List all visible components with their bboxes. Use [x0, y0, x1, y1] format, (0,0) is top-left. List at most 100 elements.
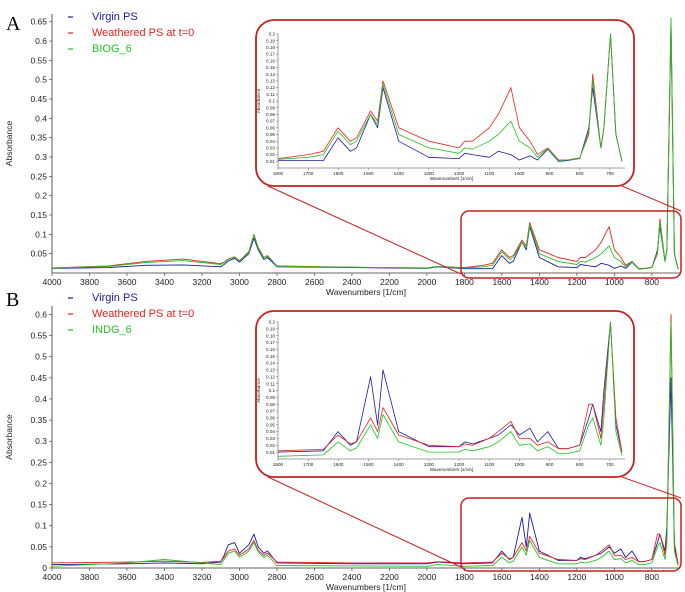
series-line-2 [51, 17, 679, 270]
y-tick-label: 0.3 [35, 152, 47, 162]
legend-entry: Virgin PS [92, 11, 138, 23]
panel-A: A 4000 3800 3600 3400 3200 3000 2800 2600 2400 220… [4, 11, 682, 297]
y-tick-label: 0.55 [30, 55, 47, 65]
inset-x-tick-label: 1400 [394, 462, 405, 467]
y-tick-label: 0.15 [30, 500, 47, 510]
inset-y-tick-label: 0.11 [266, 92, 275, 97]
inset-y-tick-label: 0.11 [266, 381, 275, 386]
inset-x-tick-label: 1100 [484, 462, 494, 467]
inset-x-axis-label: Wavenumbers [1/cm] [430, 467, 473, 472]
inset-y-tick-label: 0.14 [266, 72, 275, 77]
y-tick-label: 0.1 [35, 521, 47, 531]
inset-y-tick-label: 0.14 [266, 361, 275, 366]
inset-y-tick-label: 0.17 [266, 52, 275, 57]
x-tick-label: 3000 [230, 572, 249, 582]
y-tick-label: 0.3 [35, 436, 47, 446]
inset-y-tick-label: 0.12 [266, 374, 275, 379]
y-tick-label: 0.2 [35, 191, 47, 201]
inset-x-tick-label: 1200 [454, 171, 465, 176]
inset-x-tick-label: 1500 [363, 462, 374, 467]
inset-y-tick-label: 0.16 [266, 347, 275, 352]
inset-x-tick-label: 1700 [303, 171, 314, 176]
y-tick-label: 0.05 [30, 542, 47, 552]
x-tick-label: 1600 [492, 572, 511, 582]
inset-y-tick-label: 0.07 [266, 409, 275, 414]
inset-y-tick-label: 0.2 [269, 320, 276, 325]
inset-y-tick-label: 0.19 [266, 326, 275, 331]
x-tick-label: 2400 [342, 277, 361, 287]
x-tick-label: 3800 [80, 277, 99, 287]
inset-y-tick-label: 0.01 [266, 159, 275, 164]
inset-y-tick-label: 0.12 [266, 85, 275, 90]
inset-x-tick-label: 1200 [454, 462, 465, 467]
y-tick-label: 0.25 [30, 171, 47, 181]
series-line-2 [51, 322, 679, 567]
inset-series-line-0 [278, 33, 623, 162]
y-tick-label: 0.45 [30, 94, 47, 104]
y-tick-label: 0.15 [30, 210, 47, 220]
x-tick-label: 3200 [193, 572, 212, 582]
panel-B: B 4000 3800 3600 3400 3200 3000 2800 2600 2400 220… [4, 289, 682, 592]
x-tick-label: 1200 [567, 572, 586, 582]
inset-y-tick-label: 0.09 [266, 105, 275, 110]
y-tick-label: 0.5 [35, 75, 47, 85]
inset-x-tick-label: 1600 [333, 171, 344, 176]
legend-entry: Weathered PS at t=0 [92, 308, 194, 320]
zoom-connector-line [267, 476, 462, 568]
y-tick-label: 0.45 [30, 373, 47, 383]
inset-x-tick-label: 800 [576, 171, 584, 176]
x-tick-label: 3400 [155, 277, 174, 287]
x-tick-label: 4000 [43, 572, 62, 582]
x-tick-label: 1200 [567, 277, 586, 287]
inset-y-tick-label: 0.2 [269, 32, 276, 37]
inset-box [255, 310, 635, 478]
inset-y-tick-label: 0.1 [269, 388, 276, 393]
inset-x-tick-label: 800 [576, 462, 584, 467]
inset-series-line-2 [277, 33, 623, 162]
inset-y-tick-label: 0.06 [266, 416, 275, 421]
inset-y-tick-label: 0.05 [266, 422, 275, 427]
inset-x-tick-label: 900 [546, 171, 554, 176]
inset-series-line-2 [277, 321, 623, 457]
inset-y-tick-label: 0.04 [266, 139, 275, 144]
x-axis-label: Wavenumbers [1/cm] [326, 582, 406, 592]
inset-x-tick-label: 1600 [333, 462, 344, 467]
x-tick-label: 4000 [43, 277, 62, 287]
zoom-region-box [460, 497, 682, 572]
y-tick-label: 0.2 [35, 478, 47, 488]
x-tick-label: 2200 [380, 572, 399, 582]
inset-x-tick-label: 1800 [273, 171, 284, 176]
legend-entry: Virgin PS [92, 292, 138, 304]
y-axis-label: Absorbance [4, 414, 14, 460]
inset-box [255, 19, 635, 187]
inset-y-tick-label: 0.03 [266, 146, 275, 151]
x-tick-label: 2200 [380, 277, 399, 287]
y-tick-label: 0.65 [30, 17, 47, 27]
x-tick-label: 2400 [342, 572, 361, 582]
legend-entry: BIOG_6 [92, 43, 132, 55]
x-tick-label: 2600 [305, 277, 324, 287]
inset-y-tick-label: 0.18 [266, 333, 275, 338]
y-tick-label: 0.6 [35, 36, 47, 46]
inset-y-tick-label: 0.02 [266, 443, 275, 448]
inset-y-tick-label: 0.08 [266, 402, 275, 407]
y-tick-label: 0.35 [30, 415, 47, 425]
x-tick-label: 3200 [193, 277, 212, 287]
panel-label: A [6, 13, 21, 35]
inset-series-line-1 [277, 33, 623, 162]
panel-label: B [6, 289, 19, 311]
inset-y-tick-label: 0.09 [266, 395, 275, 400]
x-tick-label: 3600 [118, 277, 137, 287]
inset-x-axis-label: Wavenumbers [1/cm] [430, 176, 473, 181]
y-tick-label: 0.05 [30, 249, 47, 259]
y-tick-label: 0.1 [35, 229, 47, 239]
y-tick-label: 0.4 [35, 113, 47, 123]
zoom-connector-line [621, 185, 682, 212]
inset-x-tick-label: 1000 [514, 171, 525, 176]
inset-y-tick-label: 0.13 [266, 79, 275, 84]
inset-x-tick-label: 1400 [394, 171, 405, 176]
x-axis-label: Wavenumbers [1/cm] [326, 287, 406, 297]
zoom-connector-line [621, 476, 682, 499]
series-line-1 [51, 314, 679, 564]
